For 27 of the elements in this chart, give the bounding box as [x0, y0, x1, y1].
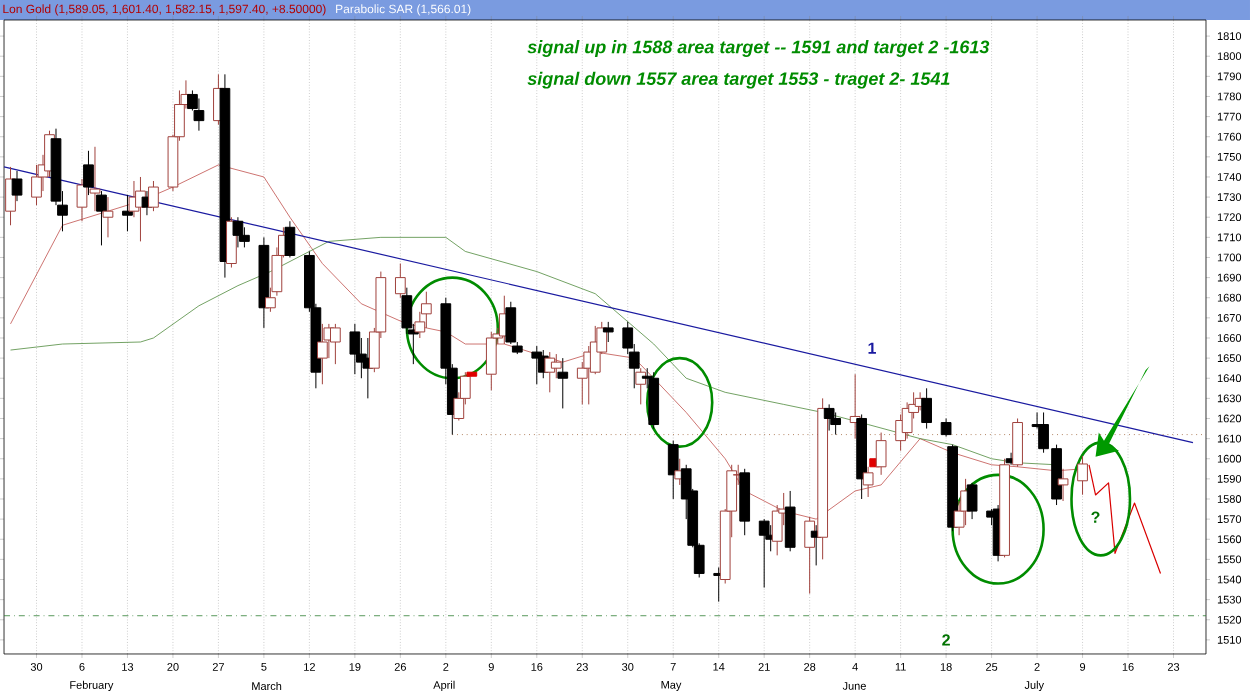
candlestick: [602, 321, 614, 343]
candlestick: [823, 403, 835, 432]
annotation: signal up in 1588 area target -- 1591 and target 2 -1613: [527, 40, 990, 57]
series-label: 1: [868, 342, 876, 354]
candlestick: [550, 353, 562, 379]
annotation: ?: [1091, 511, 1100, 523]
candlestick: [102, 196, 114, 238]
annotation: 2: [942, 634, 950, 646]
candlestick: [122, 194, 133, 232]
candlestick: [284, 220, 296, 258]
candlestick: [966, 482, 978, 520]
candlestick: [1077, 455, 1088, 496]
candlestick: [349, 323, 361, 375]
candlestick: [232, 216, 244, 248]
candlestick: [485, 331, 497, 391]
candlestick: [940, 417, 952, 438]
candlestick: [557, 357, 569, 409]
candlestick: [758, 518, 770, 589]
candlestick: [11, 170, 23, 202]
candlestick: [1057, 468, 1069, 502]
annotation: signal down 1557 area target 1553 - traget 2- 1541: [527, 71, 950, 89]
candlestick: [862, 466, 874, 498]
candlestick: [648, 371, 660, 430]
candlestick: [83, 150, 94, 196]
candlestick: [394, 263, 406, 299]
candlestick: [193, 97, 205, 132]
candlestick: [830, 411, 842, 436]
